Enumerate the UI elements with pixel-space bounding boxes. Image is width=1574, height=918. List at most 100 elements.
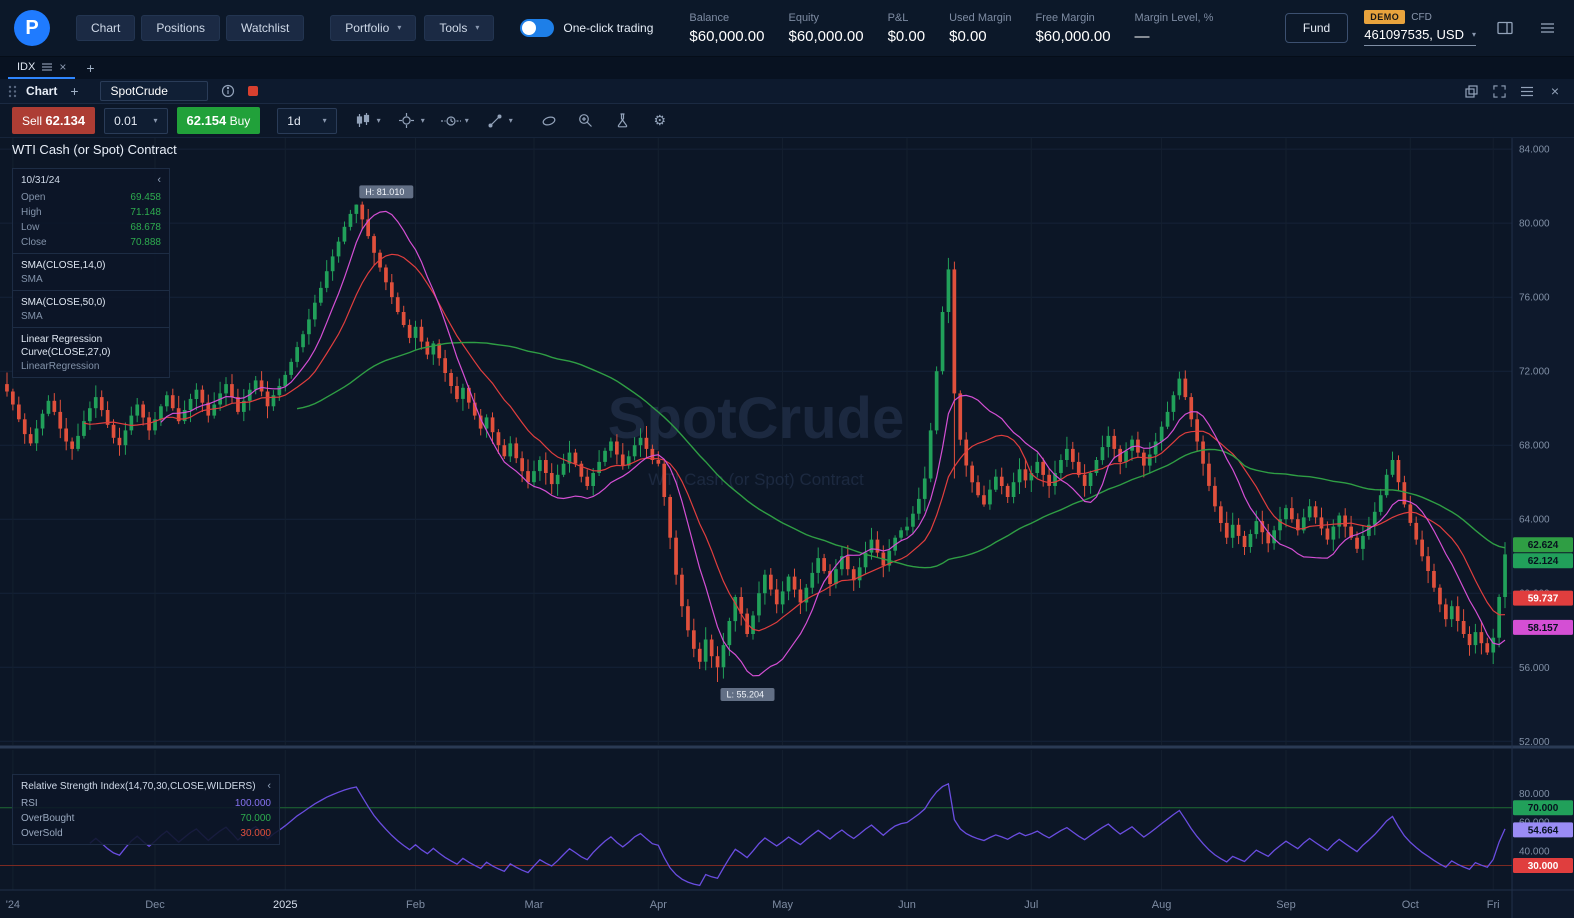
demo-badge: DEMO: [1364, 10, 1406, 24]
indicator-item-linreg[interactable]: Linear Regression Curve(CLOSE,27,0) Line…: [13, 327, 169, 377]
svg-text:Jun: Jun: [898, 899, 916, 911]
top-bar: P Chart Positions Watchlist Portfolio ▾ …: [0, 0, 1574, 57]
nav-positions-button[interactable]: Positions: [141, 15, 221, 41]
zoom-in-icon: [575, 110, 597, 132]
portfolio-label: Portfolio: [345, 21, 390, 35]
stat-equity: Equity $60,000.00: [788, 12, 863, 45]
buy-price: 62.154: [186, 113, 227, 128]
nav-chart-button[interactable]: Chart: [76, 15, 136, 41]
svg-text:70.000: 70.000: [1528, 803, 1559, 814]
tab-menu-icon[interactable]: [42, 63, 53, 71]
account-id[interactable]: 461097535, USD ▾: [1364, 27, 1476, 46]
stat-value: $60,000.00: [788, 27, 864, 45]
svg-text:62.124: 62.124: [1528, 556, 1559, 567]
indicator-item-sma14[interactable]: SMA(CLOSE,14,0) SMA: [13, 253, 169, 290]
tools-label: Tools: [439, 21, 468, 35]
buy-label: Buy: [229, 114, 251, 128]
window-title: Chart: [26, 84, 58, 98]
ellipse-tool-icon: [538, 110, 560, 132]
svg-text:40.000: 40.000: [1519, 847, 1550, 858]
svg-text:80.000: 80.000: [1519, 789, 1550, 800]
tools-dropdown[interactable]: Tools ▾: [424, 15, 495, 41]
sell-button[interactable]: Sell 62.134: [12, 107, 96, 134]
svg-text:58.157: 58.157: [1528, 623, 1559, 634]
svg-text:Oct: Oct: [1402, 899, 1419, 911]
volume-input[interactable]: 0.01 ▾: [104, 107, 168, 134]
gear-icon: ⚙: [653, 112, 667, 128]
fund-button[interactable]: Fund: [1284, 13, 1349, 43]
crosshair-icon: [396, 110, 418, 132]
volume-value: 0.01: [114, 113, 138, 128]
ohlc-row-open: Open 69.458: [21, 192, 161, 203]
one-click-label: One-click trading: [563, 21, 654, 35]
main-nav: Chart Positions Watchlist: [76, 15, 305, 41]
trend-line-icon: [484, 110, 506, 132]
chevron-down-icon: ▾: [397, 23, 402, 32]
stat-label: Balance: [689, 11, 730, 24]
ohlc-info-panel: 10/31/24 ‹ Open 69.458 High 71.148 Low 68.6…: [12, 168, 170, 378]
svg-text:30.000: 30.000: [1528, 861, 1559, 872]
add-chart-button[interactable]: +: [70, 83, 79, 99]
logo-letter: P: [25, 16, 39, 39]
rsi-oversold-row: OverSold 30.000: [21, 828, 271, 839]
chevron-down-icon: ▾: [420, 115, 425, 125]
indicator-item-sma50[interactable]: SMA(CLOSE,50,0) SMA: [13, 290, 169, 327]
stat-label: Equity: [788, 11, 820, 24]
svg-text:Apr: Apr: [650, 899, 667, 911]
svg-text:2025: 2025: [273, 899, 297, 911]
nav-watchlist-button[interactable]: Watchlist: [226, 15, 305, 41]
chart-style-dropdown[interactable]: ▾: [352, 110, 381, 132]
collapse-panel-icon[interactable]: ‹: [267, 780, 271, 792]
stat-margin-level: Margin Level, % —: [1135, 12, 1214, 45]
tab-idx[interactable]: IDX ×: [8, 57, 76, 79]
rsi-overbought-row: OverBought 70.000: [21, 813, 271, 824]
svg-text:Aug: Aug: [1152, 899, 1172, 911]
indicators-dropdown[interactable]: ▾: [440, 110, 469, 132]
svg-text:Mar: Mar: [525, 899, 544, 911]
svg-text:72.000: 72.000: [1519, 367, 1550, 378]
svg-text:80.000: 80.000: [1519, 219, 1550, 230]
buy-button[interactable]: 62.154 Buy: [176, 107, 261, 134]
account-selector[interactable]: DEMO CFD 461097535, USD ▾: [1364, 10, 1476, 46]
add-tab-button[interactable]: +: [86, 60, 95, 76]
window-menu-icon[interactable]: [1516, 81, 1538, 101]
account-type: CFD: [1411, 11, 1432, 23]
workspace-tabs: IDX × +: [0, 57, 1574, 79]
window-controls: ×: [1460, 81, 1566, 101]
timeframe-select[interactable]: 1d ▾: [277, 107, 337, 134]
account-badges: DEMO CFD: [1364, 10, 1476, 24]
collapse-panel-icon[interactable]: ‹: [157, 174, 161, 186]
crosshair-dropdown[interactable]: ▾: [396, 110, 425, 132]
tab-close-icon[interactable]: ×: [59, 60, 67, 74]
chart-color-marker[interactable]: [247, 86, 258, 96]
chart-settings-button[interactable]: ⚙: [649, 110, 671, 132]
stat-label: Used Margin: [949, 11, 1012, 24]
layout-panels-icon[interactable]: [1492, 17, 1518, 39]
svg-text:Feb: Feb: [406, 899, 425, 911]
close-window-icon[interactable]: ×: [1550, 83, 1560, 99]
svg-text:84.000: 84.000: [1519, 145, 1550, 156]
fullscreen-icon[interactable]: [1488, 81, 1510, 101]
stat-free-margin: Free Margin $60,000.00: [1035, 12, 1110, 45]
stat-label: Margin Level, %: [1134, 11, 1214, 24]
drag-handle-icon[interactable]: [8, 85, 17, 98]
info-icon[interactable]: [217, 81, 239, 101]
ellipse-tool-button[interactable]: [538, 110, 560, 132]
chevron-down-icon: ▾: [464, 115, 469, 125]
one-click-toggle[interactable]: [520, 19, 555, 37]
app-logo[interactable]: P: [14, 10, 50, 46]
svg-text:54.664: 54.664: [1528, 825, 1559, 836]
hamburger-menu-icon[interactable]: [1534, 17, 1560, 39]
analysis-lab-button[interactable]: [612, 110, 634, 132]
svg-text:SpotCrude: SpotCrude: [608, 386, 904, 451]
zoom-in-button[interactable]: [575, 110, 597, 132]
stat-value: $0.00: [949, 27, 987, 45]
flask-icon: [612, 110, 634, 132]
symbol-input[interactable]: SpotCrude: [99, 81, 208, 101]
stat-pnl: P&L $0.00: [888, 12, 926, 45]
svg-text:May: May: [772, 899, 793, 911]
drawing-tools-dropdown[interactable]: ▾: [484, 110, 513, 132]
portfolio-dropdown[interactable]: Portfolio ▾: [330, 15, 417, 41]
duplicate-window-icon[interactable]: [1460, 81, 1482, 101]
indicators-icon: [440, 110, 462, 132]
